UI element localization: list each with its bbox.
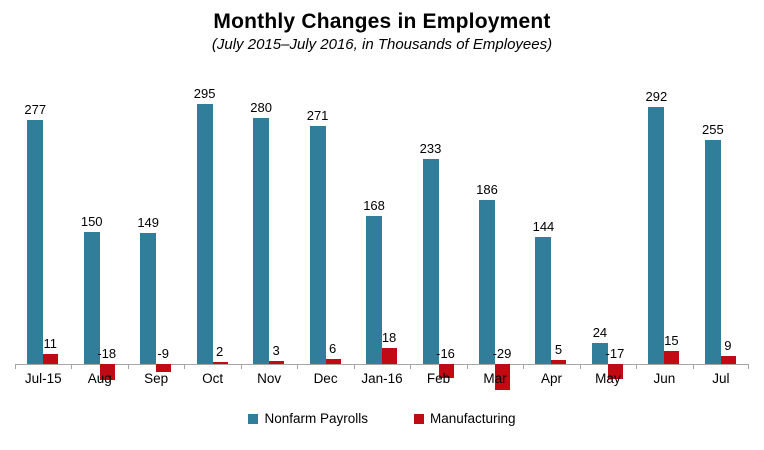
value-label-manufacturing: 18 [381, 330, 397, 345]
x-axis-label-feb: Feb [426, 371, 451, 386]
bar-manufacturing[interactable] [382, 348, 398, 364]
value-label-nonfarm: 149 [137, 215, 160, 230]
bar-nonfarm-payrolls[interactable] [196, 104, 213, 364]
value-label-manufacturing: -17 [605, 346, 625, 361]
bar-manufacturing[interactable] [438, 364, 454, 378]
category-group-aug: 150 -18 Aug [71, 100, 127, 386]
category-group-dec: 271 6 Dec [297, 100, 353, 386]
bar-nonfarm-payrolls[interactable] [648, 107, 665, 364]
value-label-nonfarm: 295 [193, 86, 216, 101]
bar-nonfarm-payrolls[interactable] [253, 118, 270, 364]
value-label-manufacturing: 15 [664, 333, 679, 348]
category-group-feb: 233 -16 Feb [410, 100, 466, 386]
x-axis-label-jun: Jun [653, 371, 676, 386]
bar-nonfarm-payrolls[interactable] [309, 126, 326, 364]
bar-nonfarm-payrolls[interactable] [366, 216, 383, 364]
plot-area: 277 11 Jul-15 150 -18 Aug 149 -9 Sep 295 2 Oct 280 3 N… [15, 86, 749, 390]
value-label-manufacturing: -9 [157, 346, 169, 361]
legend-label-manufacturing: Manufacturing [429, 411, 516, 426]
bar-nonfarm-payrolls[interactable] [27, 120, 44, 364]
chart-subtitle: (July 2015–July 2016, in Thousands of Em… [211, 36, 553, 53]
legend-label-nonfarm: Nonfarm Payrolls [264, 411, 368, 426]
x-axis-label-dec: Dec [313, 371, 338, 386]
category-group-mar: 186 -29 Mar [466, 100, 523, 390]
legend-item-manufacturing[interactable]: Manufacturing [413, 411, 516, 426]
category-group-jul-15: 277 11 Jul-15 [15, 100, 71, 386]
value-label-nonfarm: 24 [592, 325, 608, 340]
x-axis-label-mar: Mar [483, 371, 507, 386]
legend-swatch-nonfarm-icon [248, 413, 259, 424]
category-group-nov: 280 3 Nov [240, 100, 297, 386]
value-label-manufacturing: -16 [436, 346, 455, 361]
value-label-manufacturing: 2 [216, 344, 224, 359]
bar-nonfarm-payrolls[interactable] [140, 233, 157, 364]
category-group-sep: 149 -9 Sep [127, 100, 184, 386]
x-axis-label-apr: Apr [540, 371, 562, 386]
x-axis-label-jan-16: Jan-16 [361, 371, 403, 386]
value-label-nonfarm: 168 [363, 198, 385, 213]
value-label-nonfarm: 271 [306, 108, 329, 123]
bar-nonfarm-payrolls[interactable] [704, 140, 721, 364]
category-group-oct: 295 2 Oct [184, 86, 240, 386]
bar-manufacturing[interactable] [269, 361, 285, 364]
value-label-manufacturing: 3 [272, 343, 280, 358]
bar-nonfarm-payrolls[interactable] [535, 237, 552, 364]
category-group-may: 24 -17 May [579, 100, 636, 386]
x-axis-label-aug: Aug [87, 371, 112, 386]
bar-manufacturing[interactable] [551, 360, 567, 364]
value-label-nonfarm: 292 [645, 89, 668, 104]
value-label-manufacturing: 6 [328, 341, 337, 356]
value-label-manufacturing: 9 [724, 338, 732, 353]
category-group-jan-16: 168 18 Jan-16 [353, 100, 410, 386]
category-group-apr: 144 5 Apr [523, 100, 579, 386]
value-label-manufacturing: 11 [43, 336, 57, 351]
x-axis-label-jul: Jul [712, 371, 730, 386]
x-axis-label-oct: Oct [202, 371, 224, 386]
category-group-jun: 292 15 Jun [636, 89, 692, 386]
bar-nonfarm-payrolls[interactable] [591, 343, 608, 364]
value-label-nonfarm: 186 [476, 182, 498, 197]
bar-nonfarm-payrolls[interactable] [422, 159, 439, 364]
bar-manufacturing[interactable] [325, 359, 341, 364]
value-label-manufacturing: -29 [492, 346, 512, 361]
x-axis-label-may: May [595, 371, 621, 386]
legend: Nonfarm Payrolls Manufacturing [0, 411, 764, 426]
bar-manufacturing[interactable] [720, 356, 736, 364]
bar-manufacturing[interactable] [212, 362, 228, 364]
bar-manufacturing[interactable] [664, 351, 680, 364]
value-label-nonfarm: 144 [532, 219, 555, 234]
value-label-nonfarm: 255 [702, 122, 724, 137]
bar-manufacturing[interactable] [494, 364, 510, 390]
value-label-manufacturing: -18 [97, 346, 117, 361]
bar-nonfarm-payrolls[interactable] [478, 200, 495, 364]
chart-title: Monthly Changes in Employment [213, 10, 551, 33]
legend-item-nonfarm-payrolls[interactable]: Nonfarm Payrolls [248, 411, 368, 426]
legend-swatch-manufacturing-icon [413, 413, 424, 424]
value-label-nonfarm: 280 [250, 100, 272, 115]
value-label-manufacturing: 5 [554, 342, 563, 357]
bar-manufacturing[interactable] [607, 364, 623, 379]
x-axis-label-sep: Sep [144, 371, 169, 386]
bar-manufacturing[interactable] [43, 354, 59, 364]
bar-manufacturing[interactable] [156, 364, 172, 372]
bar-nonfarm-payrolls[interactable] [83, 232, 100, 364]
x-axis-label-nov: Nov [257, 371, 282, 386]
category-group-jul: 255 9 Jul [692, 100, 749, 386]
x-axis-label-jul-15: Jul-15 [24, 371, 62, 386]
bar-manufacturing[interactable] [99, 364, 115, 380]
value-label-nonfarm: 233 [419, 141, 442, 156]
value-label-nonfarm: 150 [80, 214, 103, 229]
value-label-nonfarm: 277 [24, 102, 47, 117]
